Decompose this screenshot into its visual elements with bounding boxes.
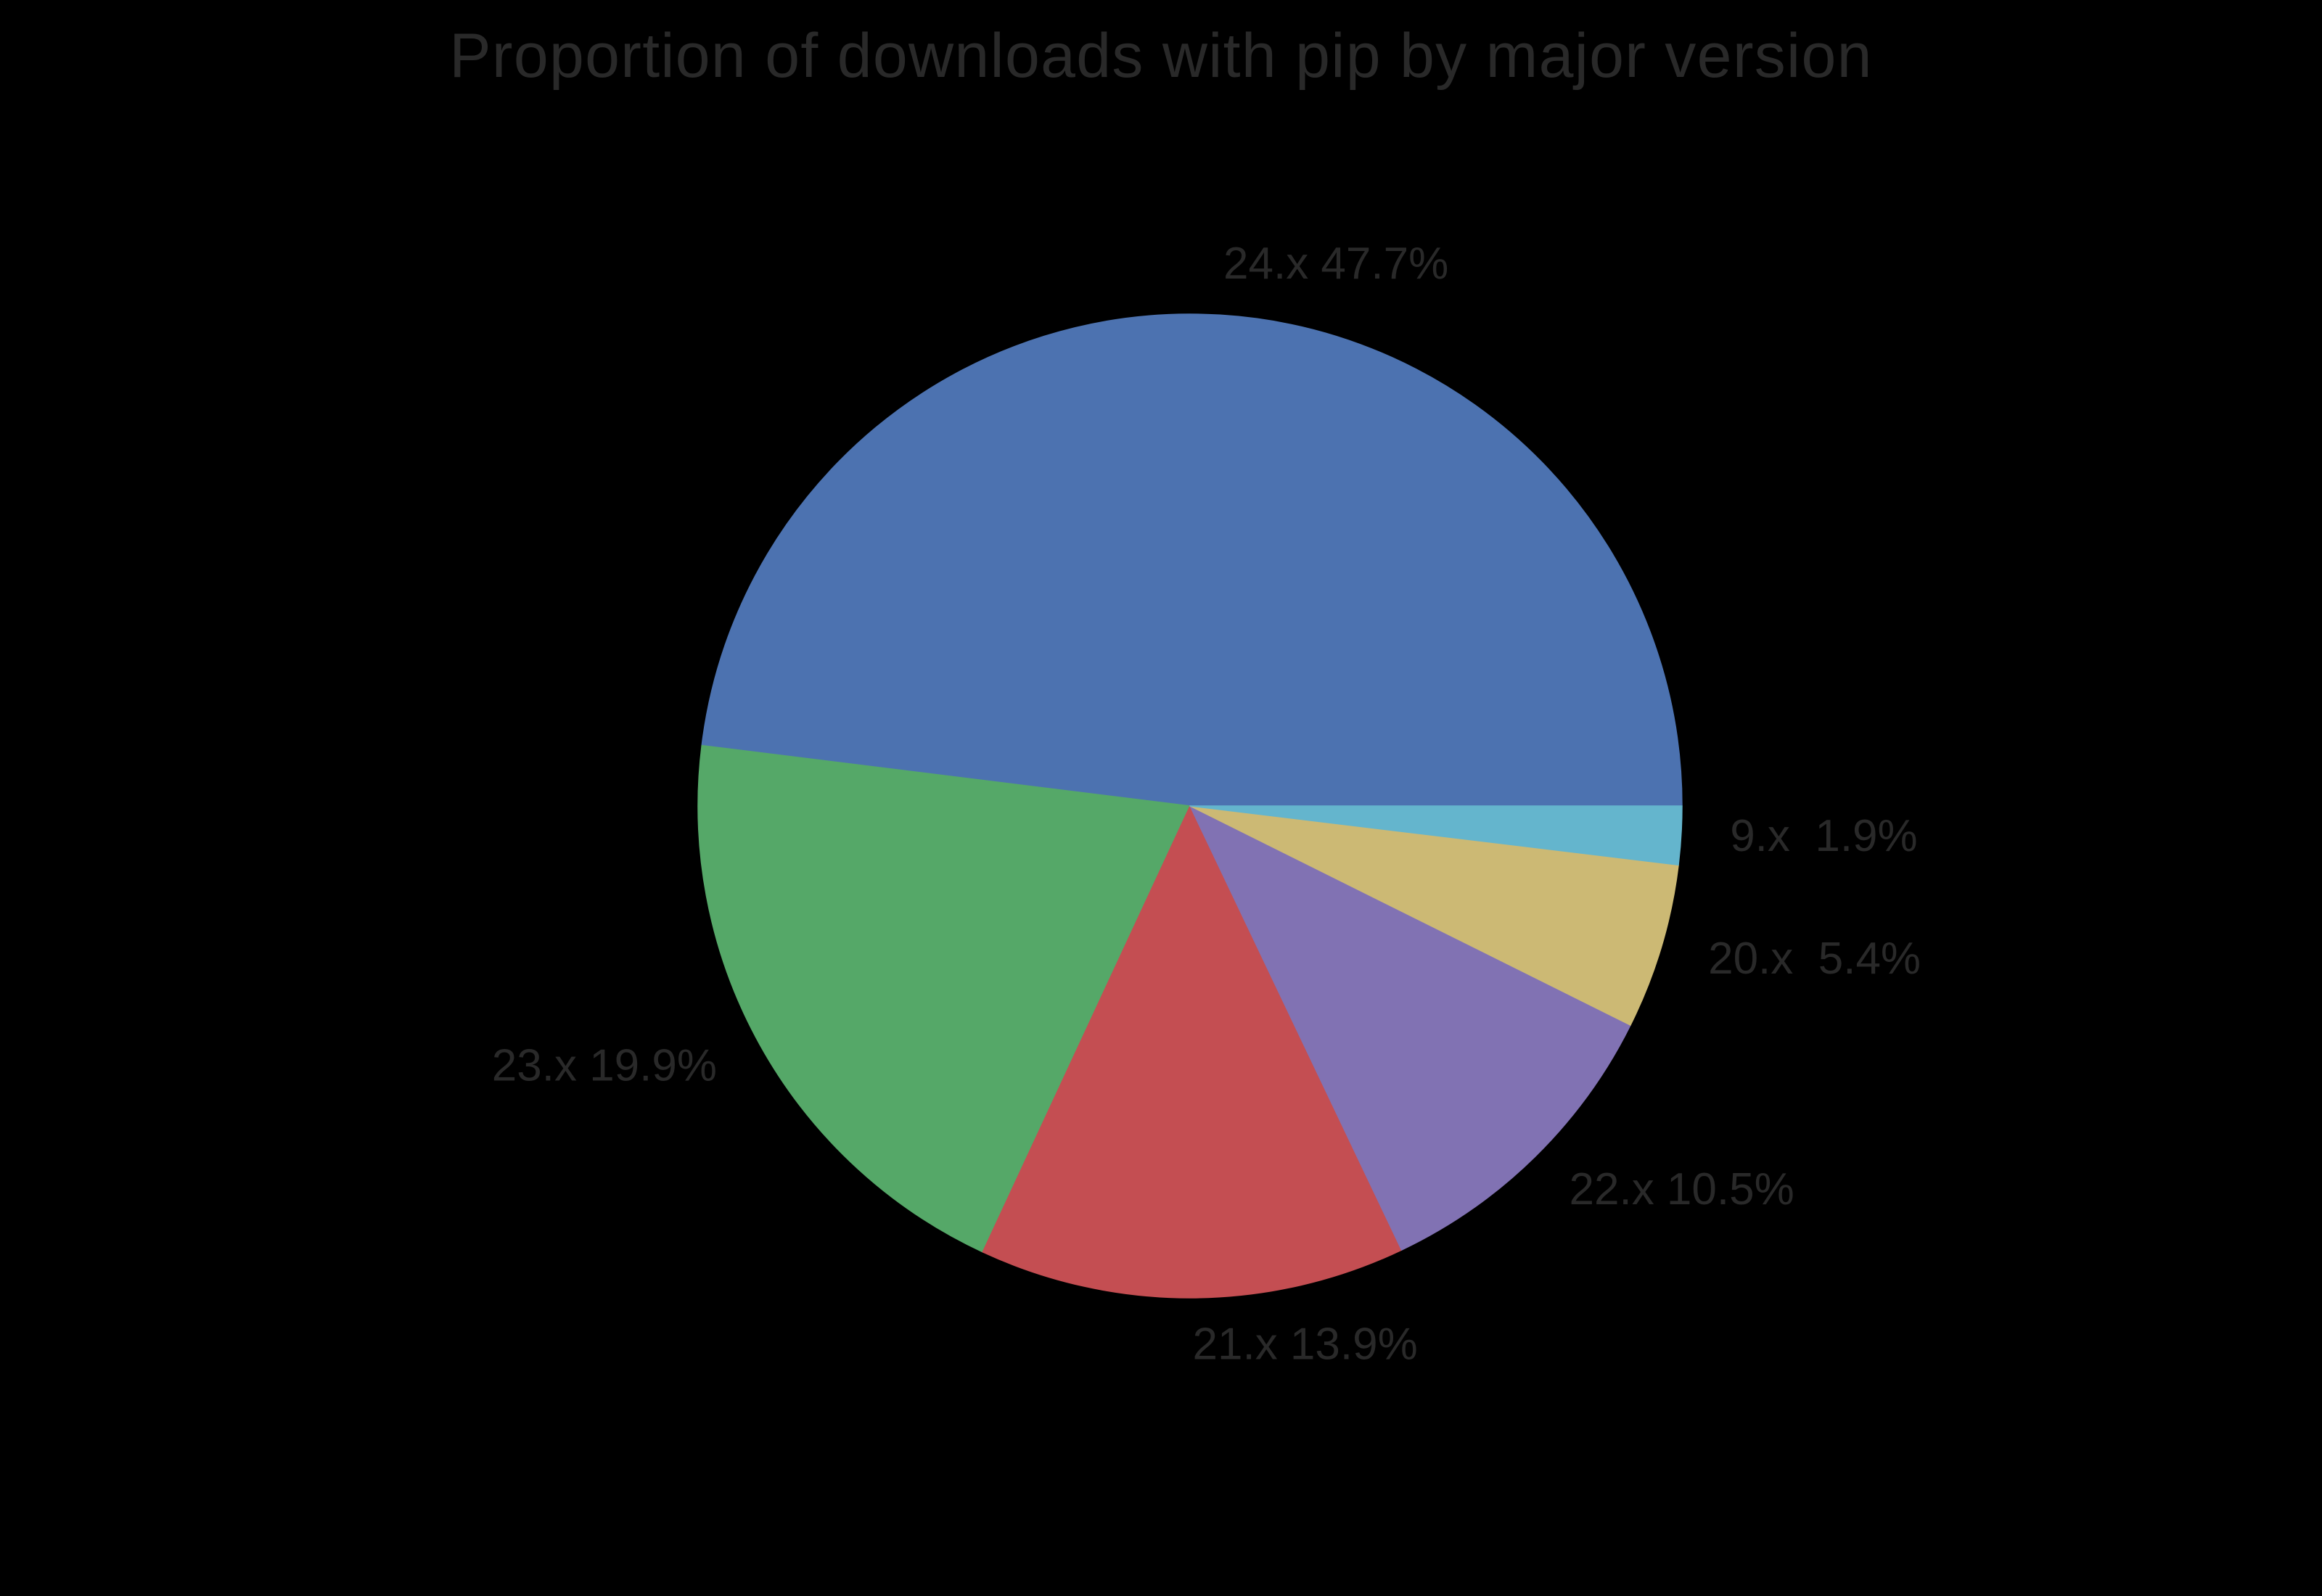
svg-text:22.x 10.5%: 22.x 10.5% [1570,1164,1794,1214]
svg-text:9.x 1.9%: 9.x 1.9% [1730,811,1917,861]
svg-text:21.x 13.9%: 21.x 13.9% [1193,1320,1418,1370]
svg-text:Proportion of downloads with p: Proportion of downloads with pip by majo… [449,21,1872,91]
svg-text:24.x 47.7%: 24.x 47.7% [1223,239,1448,289]
svg-text:23.x 19.9%: 23.x 19.9% [492,1041,717,1091]
svg-text:20.x 5.4%: 20.x 5.4% [1708,934,1921,984]
